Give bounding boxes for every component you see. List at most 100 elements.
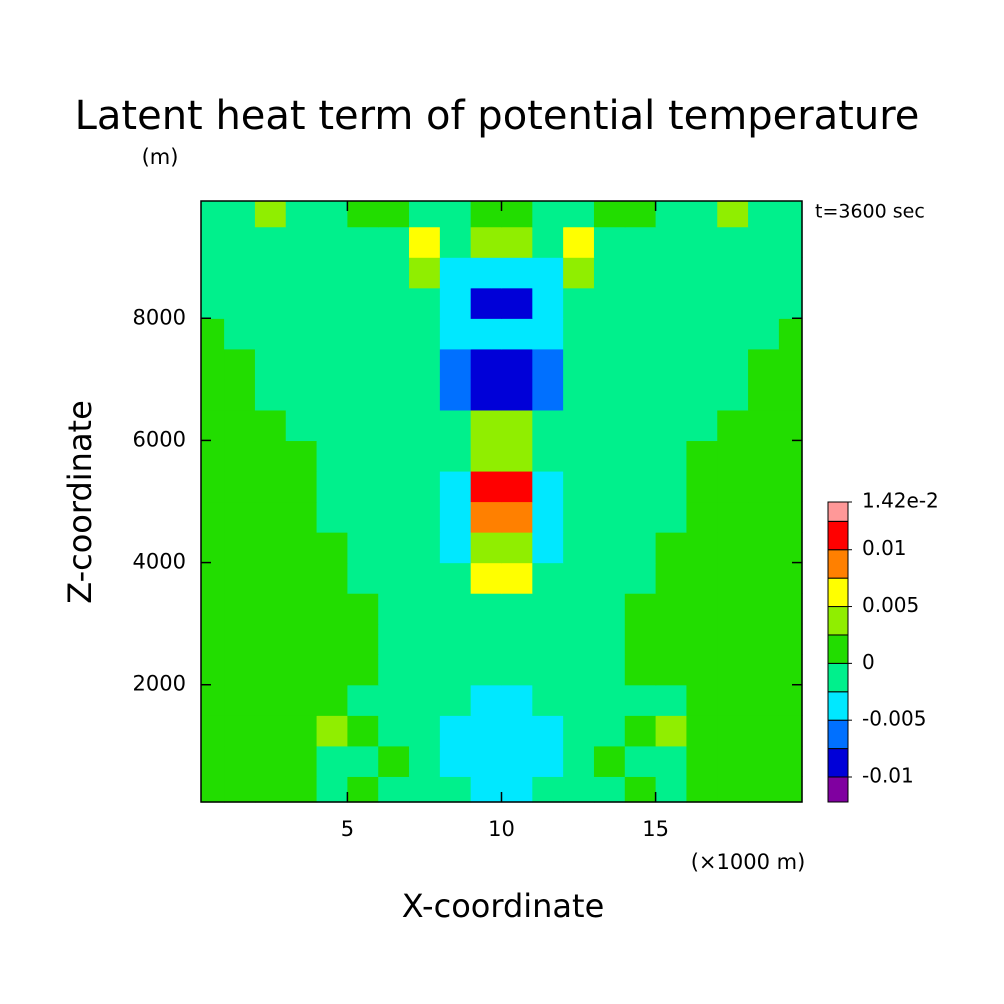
contour-cell bbox=[316, 776, 348, 803]
contour-cell bbox=[439, 562, 472, 594]
contour-cell bbox=[655, 593, 688, 625]
contour-cell bbox=[201, 745, 225, 777]
contour-cell bbox=[316, 257, 348, 289]
contour-cell bbox=[778, 684, 803, 716]
contour-cell bbox=[316, 593, 348, 625]
y-axis-title: Z-coordinate bbox=[61, 400, 99, 604]
contour-cell bbox=[409, 440, 441, 472]
contour-cell bbox=[470, 409, 503, 442]
chart-title: Latent heat term of potential temperatur… bbox=[75, 93, 920, 139]
contour-cell bbox=[254, 201, 287, 228]
contour-cell bbox=[501, 201, 533, 228]
contour-cell bbox=[655, 745, 688, 777]
contour-cell bbox=[778, 287, 803, 319]
contour-cell bbox=[439, 201, 472, 228]
contour-cell bbox=[532, 318, 564, 350]
contour-cell bbox=[254, 562, 287, 594]
contour-cell bbox=[532, 348, 564, 380]
contour-cell bbox=[655, 684, 688, 716]
contour-cell bbox=[285, 440, 318, 472]
contour-cell bbox=[409, 318, 441, 350]
contour-cell bbox=[593, 623, 626, 655]
contour-cell bbox=[285, 532, 318, 564]
contour-cell bbox=[778, 501, 803, 533]
contour-cell bbox=[624, 562, 657, 594]
contour-cell bbox=[224, 470, 256, 503]
contour-cell bbox=[563, 776, 595, 803]
contour-cell bbox=[316, 684, 348, 716]
contour-cell bbox=[470, 470, 503, 503]
contour-cell bbox=[778, 318, 803, 350]
contour-cell bbox=[285, 226, 318, 258]
contour-cell bbox=[347, 715, 379, 747]
contour-cell bbox=[624, 287, 657, 319]
contour-cell bbox=[655, 776, 688, 803]
contour-cell bbox=[316, 562, 348, 594]
contour-cell bbox=[201, 623, 225, 655]
contour-cell bbox=[378, 532, 410, 564]
colorbar-label: 0.005 bbox=[862, 593, 919, 617]
contour-cell bbox=[201, 715, 225, 747]
contour-cell bbox=[201, 501, 225, 533]
contour-cell bbox=[378, 257, 410, 289]
contour-cell bbox=[593, 593, 626, 625]
contour-cell bbox=[378, 623, 410, 655]
contour-cell bbox=[655, 287, 688, 319]
contour-cell bbox=[201, 776, 225, 803]
contour-cell bbox=[347, 379, 379, 411]
contour-cell bbox=[655, 201, 688, 228]
contour-cell bbox=[778, 776, 803, 803]
contour-cell bbox=[563, 379, 595, 411]
contour-cell bbox=[717, 348, 749, 380]
contour-cell bbox=[439, 379, 472, 411]
contour-cell bbox=[532, 593, 564, 625]
contour-cell bbox=[563, 470, 595, 503]
contour-cell bbox=[563, 318, 595, 350]
contour-cell bbox=[717, 654, 749, 686]
contour-cell bbox=[563, 684, 595, 716]
contour-cell bbox=[254, 348, 287, 380]
contour-cell bbox=[532, 684, 564, 716]
contour-cell bbox=[201, 684, 225, 716]
contour-cell bbox=[655, 562, 688, 594]
contour-cell bbox=[378, 593, 410, 625]
contour-cell bbox=[748, 562, 780, 594]
contour-cell bbox=[686, 684, 718, 716]
contour-cell bbox=[563, 201, 595, 228]
contour-cell bbox=[501, 409, 533, 442]
contour-cell bbox=[285, 745, 318, 777]
contour-cell bbox=[439, 440, 472, 472]
contour-cell bbox=[285, 776, 318, 803]
contour-cell bbox=[409, 623, 441, 655]
contour-cell bbox=[778, 532, 803, 564]
contour-cell bbox=[778, 654, 803, 686]
contour-cell bbox=[285, 409, 318, 442]
contour-cell bbox=[686, 257, 718, 289]
contour-cell bbox=[254, 226, 287, 258]
contour-cell bbox=[655, 470, 688, 503]
contour-cell bbox=[655, 715, 688, 747]
contour-cell bbox=[686, 348, 718, 380]
contour-cell bbox=[347, 654, 379, 686]
x-tick-label: 5 bbox=[341, 817, 354, 841]
contour-cell bbox=[254, 684, 287, 716]
contour-cell bbox=[624, 379, 657, 411]
contour-cell bbox=[748, 440, 780, 472]
contour-cell bbox=[686, 623, 718, 655]
contour-cell bbox=[439, 745, 472, 777]
contour-cell bbox=[347, 532, 379, 564]
contour-cell bbox=[285, 201, 318, 228]
contour-cell bbox=[224, 593, 256, 625]
contour-cell bbox=[439, 532, 472, 564]
contour-cell bbox=[686, 562, 718, 594]
contour-cell bbox=[254, 593, 287, 625]
contour-cell bbox=[563, 348, 595, 380]
contour-cell bbox=[717, 257, 749, 289]
contour-cell bbox=[748, 226, 780, 258]
contour-cell bbox=[409, 745, 441, 777]
contour-cell bbox=[748, 532, 780, 564]
contour-cell bbox=[686, 593, 718, 625]
contour-cell bbox=[501, 562, 533, 594]
contour-cell bbox=[624, 654, 657, 686]
contour-cell bbox=[778, 348, 803, 380]
